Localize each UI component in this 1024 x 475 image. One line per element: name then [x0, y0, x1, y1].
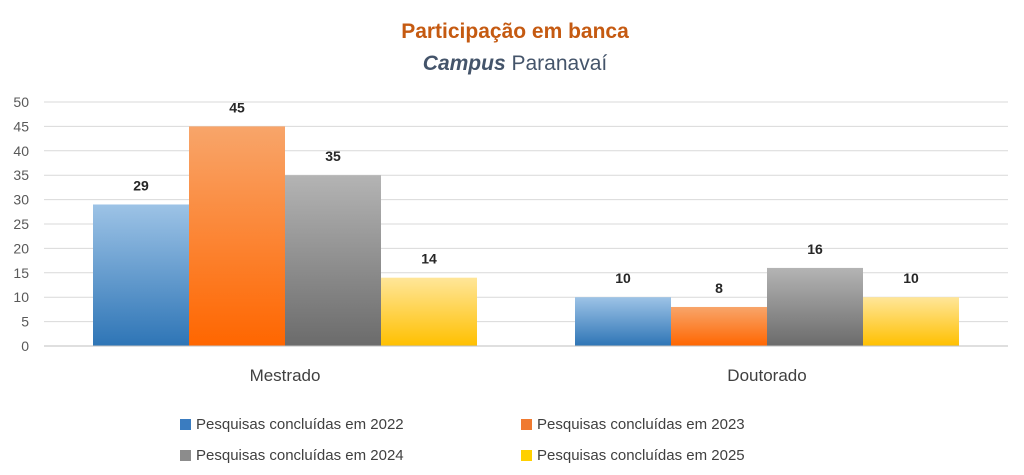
legend-label: Pesquisas concluídas em 2022: [196, 416, 404, 433]
y-tick-label: 5: [21, 314, 29, 330]
data-label: 35: [325, 148, 341, 164]
legend-label: Pesquisas concluídas em 2024: [196, 447, 404, 464]
bar: [863, 297, 959, 346]
bar: [189, 126, 285, 347]
y-tick-label: 0: [21, 338, 29, 354]
legend: Pesquisas concluídas em 2022 Pesquisas co…: [180, 416, 745, 464]
category-label: Doutorado: [727, 366, 806, 385]
legend-swatch: [521, 450, 532, 461]
bar: [93, 204, 189, 346]
y-tick-label: 50: [13, 94, 29, 110]
bar: [671, 306, 767, 346]
chart-title: Participação em banca: [401, 20, 629, 43]
data-label: 10: [903, 270, 919, 286]
y-tick-label: 40: [13, 143, 29, 159]
y-tick-label: 25: [13, 216, 29, 232]
legend-label: Pesquisas concluídas em 2023: [537, 416, 745, 433]
category-label: Mestrado: [250, 366, 321, 385]
y-tick-label: 15: [13, 265, 29, 281]
chart-subtitle-rest: Paranavaí: [506, 52, 608, 75]
bar: [285, 175, 381, 346]
data-labels: 29 45 35 14 10 8 16 10: [133, 99, 919, 296]
data-label: 8: [715, 280, 723, 296]
data-label: 14: [421, 251, 437, 267]
chart-subtitle: Campus Paranavaí: [423, 52, 608, 75]
y-tick-label: 10: [13, 289, 29, 305]
chart-subtitle-italic: Campus: [423, 52, 506, 75]
bar: [767, 267, 863, 346]
data-label: 29: [133, 177, 149, 193]
y-tick-label: 45: [13, 118, 29, 134]
data-label: 16: [807, 241, 823, 257]
bars: [93, 126, 959, 347]
data-label: 45: [229, 99, 245, 115]
legend-swatch: [180, 419, 191, 430]
data-label: 10: [615, 270, 631, 286]
y-tick-label: 20: [13, 240, 29, 256]
y-tick-label: 30: [13, 192, 29, 208]
legend-swatch: [521, 419, 532, 430]
legend-swatch: [180, 450, 191, 461]
legend-label: Pesquisas concluídas em 2025: [537, 447, 745, 464]
bar: [381, 277, 477, 346]
bar: [575, 297, 671, 346]
y-tick-label: 35: [13, 167, 29, 183]
axes: 0 5 10 15 20 25 30 35 40 45 50 Mestrado Doutorado: [13, 94, 1008, 385]
